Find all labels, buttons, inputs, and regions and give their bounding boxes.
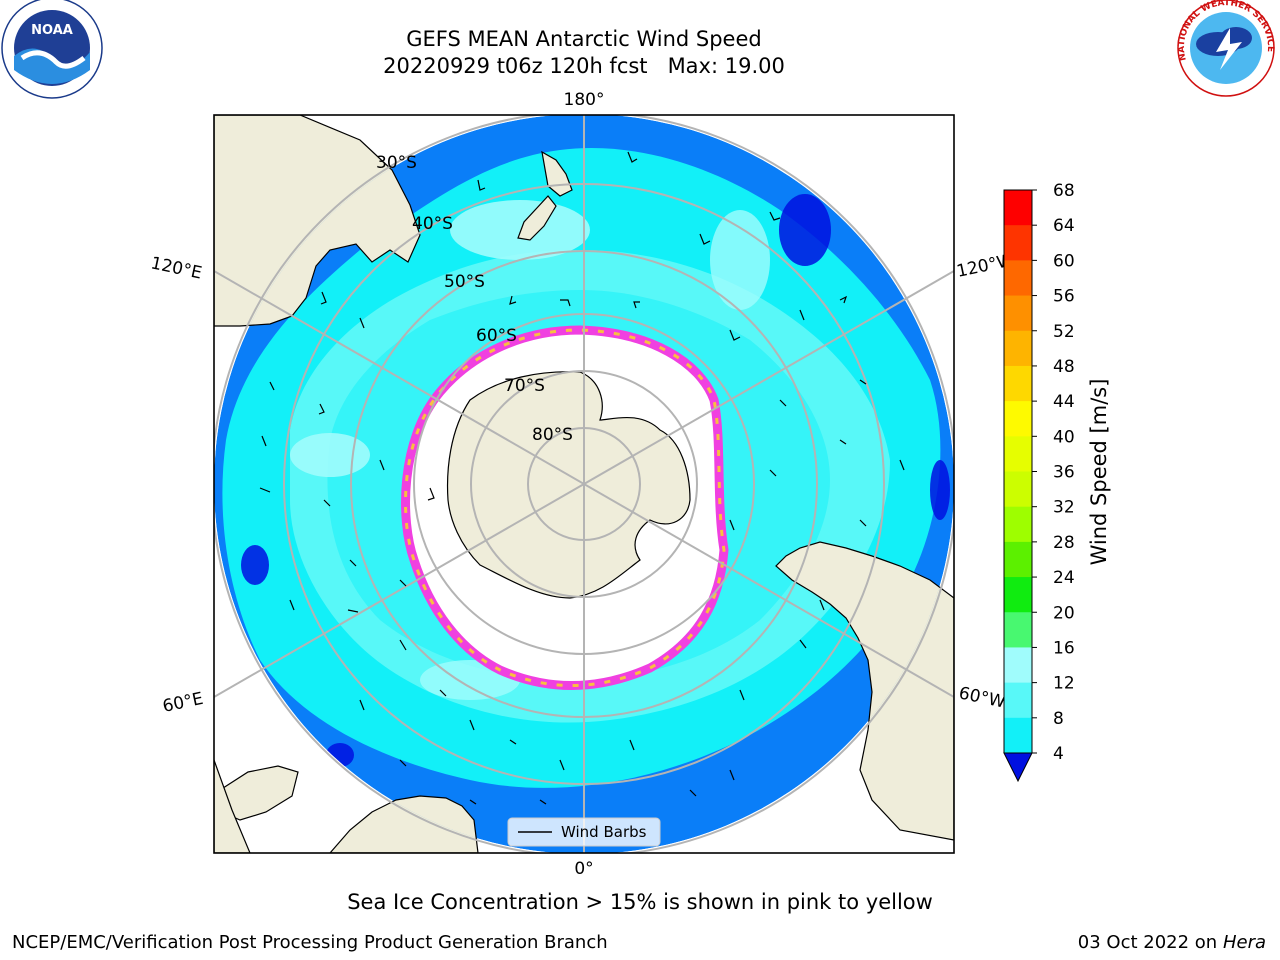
colorbar-bin [1004, 577, 1032, 613]
lat-label-30s: 30°S [376, 153, 417, 173]
colorbar-tick-label: 24 [1053, 568, 1075, 588]
title-line-2: 20220929 t06z 120h fcst Max: 19.00 [383, 54, 785, 78]
colorbar-tick-label: 4 [1053, 744, 1064, 764]
title-line-1: GEFS MEAN Antarctic Wind Speed [406, 27, 762, 51]
lon-label-60w: 60°W [957, 683, 1007, 712]
lon-label-120e: 120°E [149, 253, 204, 283]
map-axes [214, 115, 954, 853]
colorbar-bin [1004, 647, 1032, 684]
map-title: GEFS MEAN Antarctic Wind Speed 20220929 … [284, 26, 884, 80]
colorbar-tick-label: 48 [1053, 357, 1075, 377]
lon-label-0: 0° [574, 859, 593, 879]
colorbar-bin [1004, 365, 1032, 402]
producer-credit: NCEP/EMC/Verification Post Processing Pr… [12, 932, 608, 953]
colorbar-tick-label: 12 [1053, 674, 1075, 694]
colorbar-tick-label: 40 [1053, 427, 1075, 447]
colorbar-bin [1004, 295, 1032, 332]
colorbar-bin [1004, 506, 1032, 543]
colorbar-bin [1004, 541, 1032, 578]
colorbar-label: Wind Speed [m/s] [1087, 379, 1111, 566]
noaa-logo-text: NOAA [31, 23, 73, 38]
graticule [214, 115, 954, 853]
colorbar-bin [1004, 717, 1032, 754]
run-date: 03 Oct 2022 on [1077, 932, 1223, 953]
colorbar-extend-arrow [1003, 752, 1033, 783]
wind-barbs-legend: Wind Barbs [507, 817, 661, 847]
colorbar-tick-label: 44 [1053, 392, 1075, 412]
map-frame [213, 114, 955, 854]
colorbar-bin [1004, 401, 1032, 437]
colorbar-tick-label: 64 [1053, 216, 1075, 236]
colorbar-tick-label: 52 [1053, 322, 1075, 342]
lat-label-80s: 80°S [532, 425, 573, 445]
colorbar-tick-label: 68 [1053, 181, 1075, 201]
colorbar-bin [1004, 330, 1032, 367]
nws-logo-icon: NATIONAL WEATHER SERVICE [1177, 0, 1275, 97]
colorbar-tick-label: 56 [1053, 287, 1075, 307]
colorbar-bin [1004, 471, 1032, 508]
lat-label-50s: 50°S [444, 272, 485, 292]
wind-barbs-legend-label: Wind Barbs [561, 823, 647, 841]
colorbar-tick-label: 32 [1053, 498, 1075, 518]
colorbar-tick-label: 28 [1053, 533, 1075, 553]
colorbar-tick-label: 20 [1053, 603, 1075, 623]
colorbar-bin [1004, 260, 1032, 297]
colorbar-bin [1004, 612, 1032, 648]
colorbar-tick-label: 16 [1053, 638, 1075, 658]
colorbar-bin [1004, 190, 1032, 226]
colorbar-bin [1004, 225, 1032, 261]
lat-label-40s: 40°S [412, 214, 453, 234]
colorbar: 68 64 60 56 52 48 44 40 36 32 28 24 20 16 12 8 4 [1003, 181, 1075, 783]
antarctica-land [446, 371, 691, 599]
longitude-labels: 180° 0° 120°E 60°E 120°W 60°W [149, 90, 1016, 879]
colorbar-tick-label: 8 [1053, 709, 1064, 729]
colorbar-tick-label: 36 [1053, 463, 1075, 483]
lon-label-60e: 60°E [161, 689, 205, 717]
lat-label-60s: 60°S [476, 326, 517, 346]
meridian-60e-120w [214, 270, 954, 698]
lon-label-180: 180° [564, 90, 605, 110]
run-date-credit: 03 Oct 2022 on Hera [1078, 932, 1266, 953]
machine-name: Hera [1222, 932, 1266, 953]
colorbar-bin [1004, 682, 1032, 719]
colorbar-tick-label: 60 [1053, 251, 1075, 271]
colorbar-bin [1004, 436, 1032, 472]
noaa-logo-icon: NOAA [1, 0, 103, 99]
sea-ice-footnote: Sea Ice Concentration > 15% is shown in … [347, 890, 933, 914]
wind-barbs [259, 151, 905, 805]
lat-label-70s: 70°S [504, 376, 545, 396]
latitude-labels: 30°S 40°S 50°S 60°S 70°S 80°S [376, 153, 573, 445]
